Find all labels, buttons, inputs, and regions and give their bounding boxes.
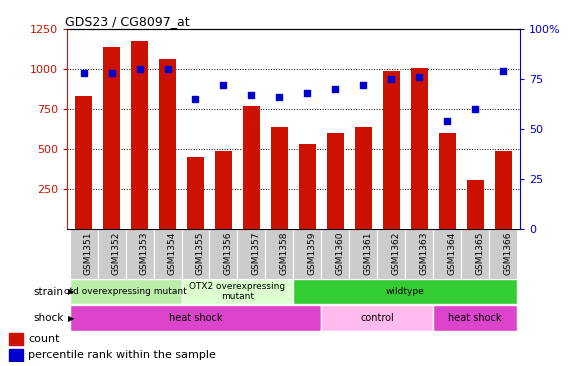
Bar: [75, 96, 92, 229]
Text: GSM1357: GSM1357: [252, 232, 260, 275]
Bar: [489, 229, 517, 279]
Text: OTX2 overexpressing
mutant: OTX2 overexpressing mutant: [189, 282, 285, 302]
Bar: [495, 151, 512, 229]
Bar: [433, 229, 461, 279]
Text: GSM1353: GSM1353: [139, 232, 149, 275]
Bar: [293, 279, 517, 305]
Text: ▶: ▶: [68, 314, 74, 322]
Bar: [327, 133, 344, 229]
Bar: [238, 229, 266, 279]
Text: heat shock: heat shock: [168, 313, 223, 323]
Text: GSM1362: GSM1362: [392, 232, 400, 275]
Text: heat shock: heat shock: [449, 313, 502, 323]
Text: count: count: [28, 334, 59, 344]
Point: [79, 70, 88, 76]
Text: ▶: ▶: [68, 287, 74, 296]
Bar: [266, 229, 293, 279]
Bar: [70, 279, 181, 305]
Point: [163, 66, 172, 72]
Point: [191, 96, 200, 102]
Point: [331, 86, 340, 92]
Bar: [131, 41, 148, 229]
Point: [387, 76, 396, 82]
Bar: [125, 229, 153, 279]
Bar: [321, 229, 349, 279]
Text: GSM1359: GSM1359: [307, 232, 317, 275]
Bar: [406, 229, 433, 279]
Bar: [467, 180, 483, 229]
Text: control: control: [360, 313, 394, 323]
Text: GSM1351: GSM1351: [84, 232, 92, 275]
Bar: [215, 151, 232, 229]
Bar: [439, 133, 456, 229]
Bar: [9, 349, 23, 361]
Point: [498, 68, 508, 74]
Point: [107, 70, 116, 76]
Point: [415, 74, 424, 80]
Point: [443, 118, 452, 124]
Text: strain: strain: [34, 287, 64, 297]
Bar: [433, 305, 517, 331]
Bar: [271, 127, 288, 229]
Point: [135, 66, 144, 72]
Bar: [243, 106, 260, 229]
Bar: [70, 305, 321, 331]
Bar: [70, 229, 98, 279]
Bar: [321, 305, 433, 331]
Point: [358, 82, 368, 88]
Bar: [383, 71, 400, 229]
Point: [303, 90, 312, 96]
Bar: [210, 229, 238, 279]
Text: GSM1365: GSM1365: [475, 232, 484, 275]
Bar: [461, 229, 489, 279]
Text: percentile rank within the sample: percentile rank within the sample: [28, 350, 216, 360]
Bar: [377, 229, 406, 279]
Text: shock: shock: [34, 313, 64, 323]
Text: GSM1358: GSM1358: [279, 232, 288, 275]
Bar: [181, 279, 293, 305]
Text: GSM1356: GSM1356: [224, 232, 232, 275]
Text: wildtype: wildtype: [386, 287, 425, 296]
Bar: [103, 47, 120, 229]
Point: [219, 82, 228, 88]
Text: GSM1363: GSM1363: [419, 232, 428, 275]
Bar: [299, 144, 316, 229]
Text: GSM1366: GSM1366: [503, 232, 512, 275]
Bar: [98, 229, 125, 279]
Text: otd overexpressing mutant: otd overexpressing mutant: [64, 287, 187, 296]
Point: [471, 106, 480, 112]
Point: [247, 92, 256, 98]
Bar: [349, 229, 377, 279]
Bar: [159, 59, 176, 229]
Text: GSM1354: GSM1354: [167, 232, 177, 275]
Point: [275, 94, 284, 100]
Bar: [9, 333, 23, 345]
Bar: [293, 229, 321, 279]
Text: GSM1352: GSM1352: [112, 232, 121, 275]
Text: GSM1361: GSM1361: [363, 232, 372, 275]
Text: GSM1360: GSM1360: [335, 232, 345, 275]
Text: GDS23 / CG8097_at: GDS23 / CG8097_at: [64, 15, 189, 28]
Text: GSM1364: GSM1364: [447, 232, 456, 275]
Bar: [181, 229, 210, 279]
Text: GSM1355: GSM1355: [195, 232, 205, 275]
Bar: [355, 127, 372, 229]
Bar: [187, 157, 204, 229]
Bar: [153, 229, 181, 279]
Bar: [411, 68, 428, 229]
